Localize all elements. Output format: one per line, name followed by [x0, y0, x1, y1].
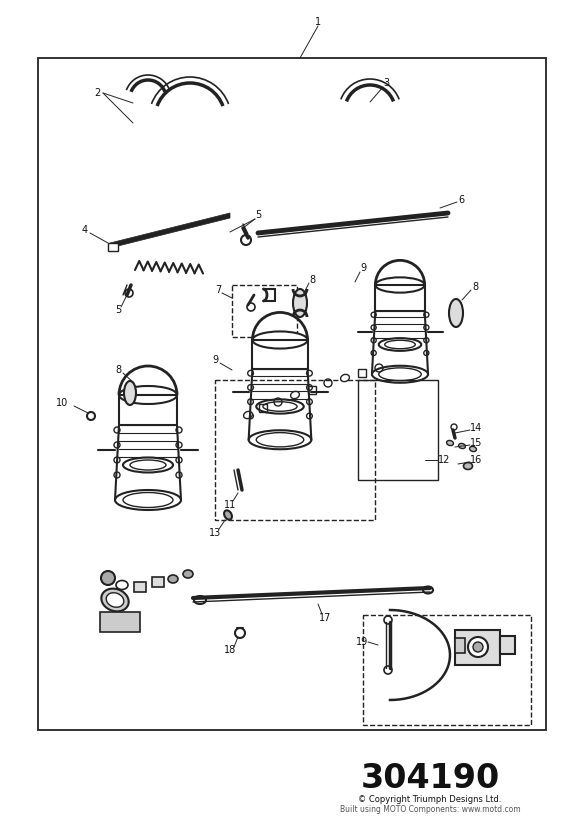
Bar — [152, 577, 164, 587]
Ellipse shape — [459, 443, 465, 448]
Text: 1: 1 — [315, 17, 321, 27]
Ellipse shape — [194, 596, 206, 604]
Text: © Copyright Triumph Designs Ltd.: © Copyright Triumph Designs Ltd. — [359, 795, 502, 804]
Ellipse shape — [252, 331, 308, 349]
Ellipse shape — [447, 440, 454, 446]
Bar — [500, 636, 515, 654]
Ellipse shape — [123, 457, 173, 472]
Ellipse shape — [340, 374, 349, 382]
Bar — [119, 395, 177, 425]
Bar — [100, 612, 140, 632]
Text: 14: 14 — [470, 423, 482, 433]
Ellipse shape — [263, 402, 297, 411]
Ellipse shape — [224, 510, 232, 520]
Ellipse shape — [101, 588, 129, 611]
Ellipse shape — [372, 366, 428, 383]
Ellipse shape — [101, 571, 115, 585]
Bar — [259, 404, 267, 412]
Bar — [232, 285, 297, 337]
Text: Built using MOTO Components: www.motd.com: Built using MOTO Components: www.motd.co… — [340, 806, 520, 814]
Text: 12: 12 — [438, 455, 450, 465]
Bar — [455, 630, 500, 665]
Ellipse shape — [257, 400, 304, 414]
Text: 18: 18 — [224, 645, 236, 655]
Ellipse shape — [119, 386, 177, 404]
Ellipse shape — [375, 278, 424, 293]
Text: 5: 5 — [115, 305, 121, 315]
Text: 10: 10 — [56, 398, 68, 408]
Ellipse shape — [123, 493, 173, 508]
Text: 17: 17 — [319, 613, 331, 623]
Ellipse shape — [244, 411, 252, 419]
Ellipse shape — [449, 299, 463, 327]
Text: 15: 15 — [470, 438, 482, 448]
Ellipse shape — [257, 433, 304, 447]
Bar — [108, 243, 118, 251]
Ellipse shape — [124, 381, 136, 405]
Text: 16: 16 — [470, 455, 482, 465]
Polygon shape — [110, 213, 230, 248]
Bar — [363, 615, 531, 725]
Ellipse shape — [115, 490, 181, 510]
Ellipse shape — [379, 338, 422, 351]
Text: 304190: 304190 — [360, 761, 500, 794]
Text: 9: 9 — [360, 263, 366, 273]
Ellipse shape — [168, 575, 178, 583]
Ellipse shape — [379, 368, 422, 381]
Text: 7: 7 — [215, 285, 221, 295]
Text: 4: 4 — [82, 225, 88, 235]
Text: 13: 13 — [209, 528, 221, 538]
Ellipse shape — [183, 570, 193, 578]
Ellipse shape — [469, 447, 476, 452]
Bar — [134, 582, 146, 592]
Text: 3: 3 — [383, 78, 389, 88]
Text: 2: 2 — [94, 88, 100, 98]
Ellipse shape — [249, 430, 311, 449]
Text: 8: 8 — [115, 365, 121, 375]
Text: 11: 11 — [224, 500, 236, 510]
Bar — [375, 285, 424, 311]
Ellipse shape — [473, 642, 483, 652]
Ellipse shape — [385, 340, 415, 349]
Bar — [358, 380, 438, 480]
Bar — [455, 638, 465, 653]
Bar — [308, 386, 316, 394]
Text: 6: 6 — [458, 195, 464, 205]
Ellipse shape — [468, 637, 488, 657]
Ellipse shape — [130, 460, 166, 470]
Bar — [358, 369, 366, 377]
Bar — [38, 58, 546, 730]
Bar — [215, 380, 375, 520]
Ellipse shape — [116, 580, 128, 589]
Ellipse shape — [423, 587, 433, 593]
Text: 9: 9 — [212, 355, 218, 365]
Ellipse shape — [290, 391, 300, 399]
Text: 5: 5 — [255, 210, 261, 220]
Ellipse shape — [106, 592, 124, 607]
Text: 8: 8 — [472, 282, 478, 292]
Text: 8: 8 — [309, 275, 315, 285]
Ellipse shape — [293, 289, 307, 317]
Ellipse shape — [463, 462, 472, 470]
Bar — [252, 340, 308, 368]
Text: 19: 19 — [356, 637, 368, 647]
